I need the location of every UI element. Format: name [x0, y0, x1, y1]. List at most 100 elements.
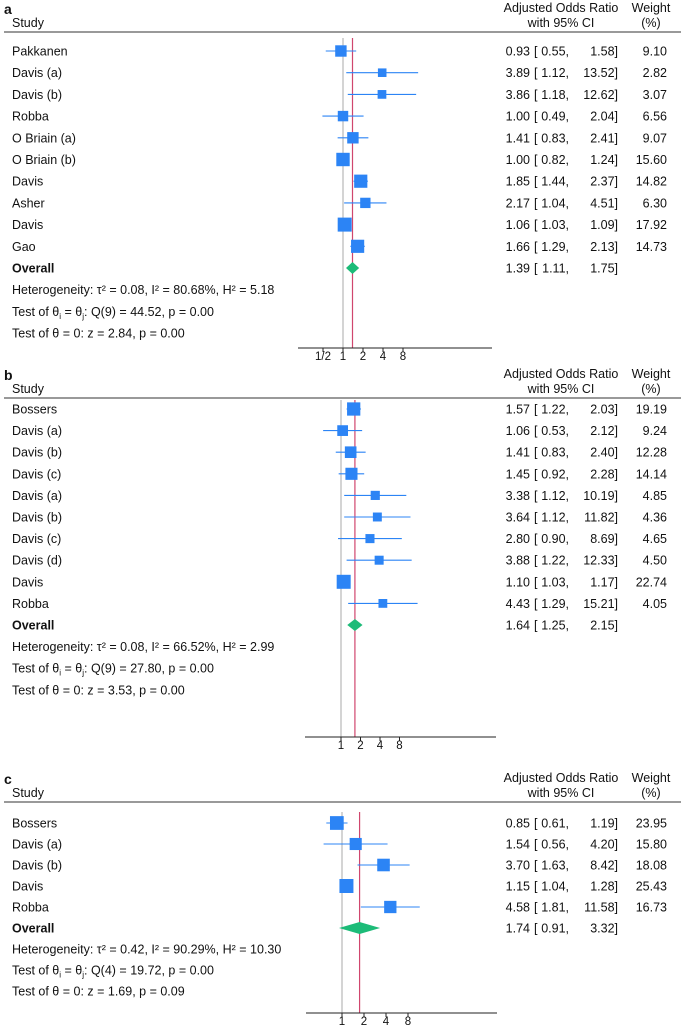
panel-a-study-6-estimate: 1.85	[506, 175, 530, 189]
panel-a-study-9-estimate: 1.66	[506, 240, 530, 254]
panel-a-study-5-estimate: 1.00	[506, 153, 530, 167]
panel-a-study-2-name: Davis (b)	[12, 88, 62, 102]
panel-b-study-5-upper: 11.82]	[584, 511, 618, 525]
panel-b-study-8-lower: 1.03,	[541, 575, 569, 589]
panel-c-x-tick-label-0: 1	[339, 1016, 345, 1027]
panel-c-test-theta0: Test of θ = 0: z = 1.69, p = 0.09	[12, 985, 185, 999]
panel-b-heterogeneity: Heterogeneity: τ² = 0.08, I² = 66.52%, H…	[12, 640, 274, 654]
panel-b-study-1-weight: 9.24	[643, 424, 667, 438]
panel-c-study-4-marker	[384, 900, 397, 914]
panel-b-header-weight-2: (%)	[641, 382, 660, 396]
panel-a-study-3-bracket-open: [	[534, 110, 538, 124]
panel-a-study-9-weight: 14.73	[636, 240, 667, 254]
panel-b-study-1-lower: 0.53,	[541, 424, 569, 438]
panel-b-study-8-estimate: 1.10	[506, 575, 530, 589]
panel-c-study-4-lower: 1.81,	[541, 901, 569, 915]
panel-a-study-1-weight: 2.82	[643, 66, 667, 80]
panel-b-study-1-bracket-open: [	[534, 424, 538, 438]
panel-c-overall-lower: 0.91,	[541, 922, 569, 936]
panel-b-x-tick-label-0: 1	[338, 740, 344, 752]
panel-a-overall-label: Overall	[12, 262, 54, 276]
panel-a-study-7-bracket-open: [	[534, 196, 538, 210]
panel-b-study-9-marker	[378, 599, 388, 608]
panel-c-study-0-marker	[329, 816, 344, 830]
panel-b-study-2-estimate: 1.41	[506, 446, 530, 460]
panel-b-study-7-bracket-open: [	[534, 554, 538, 568]
panel-a-study-8-marker	[337, 217, 352, 232]
panel-b-study-0-marker	[347, 402, 361, 416]
panel-a-study-8-estimate: 1.06	[506, 218, 530, 232]
panel-c-overall-estimate: 1.74	[506, 922, 530, 936]
panel-b-study-6-lower: 0.90,	[541, 532, 569, 546]
panel-c-label: c	[4, 771, 12, 787]
panel-b-study-5-bracket-open: [	[534, 511, 538, 525]
panel-a-study-7-lower: 1.04,	[541, 196, 569, 210]
panel-a-study-6-lower: 1.44,	[541, 175, 569, 189]
panel-c-study-2-weight: 18.08	[636, 859, 667, 873]
panel-b-overall-label: Overall	[12, 619, 54, 633]
panel-b-test-sub-j: j	[81, 669, 84, 678]
panel-b-study-9-estimate: 4.43	[506, 597, 530, 611]
panel-c-study-1-marker	[349, 837, 362, 851]
panel-a-study-9-name: Gao	[12, 240, 36, 254]
panel-a-test-theta-i: Test of θi = θj: Q(9) = 44.52, p = 0.00	[12, 305, 214, 321]
panel-a-study-1-lower: 1.12,	[541, 66, 569, 80]
panel-b-overall-bracket: [	[534, 619, 538, 633]
panel-a-study-6-marker	[354, 174, 368, 188]
panel-c-test-sub-i: i	[59, 971, 61, 980]
panel-b-study-7-marker	[374, 555, 384, 565]
panel-c-study-1-upper: 4.20]	[590, 838, 618, 852]
panel-c-study-1-estimate: 1.54	[506, 838, 530, 852]
panel-b-study-3-upper: 2.28]	[590, 467, 618, 481]
panel-a-study-3-name: Robba	[12, 110, 49, 124]
panel-b-header-weight-1: Weight	[632, 367, 671, 381]
panel-a-study-1-bracket-open: [	[534, 66, 538, 80]
panel-a-study-5-name: O Briain (b)	[12, 153, 76, 167]
panel-c-study-3-weight: 25.43	[636, 880, 667, 894]
panel-b-study-0-upper: 2.03]	[590, 403, 618, 417]
panel-a-study-1-upper: 13.52]	[583, 66, 618, 80]
panel-b-overall-diamond	[347, 619, 363, 631]
panel-a-study-1-estimate: 3.89	[506, 66, 530, 80]
panel-b-study-1-upper: 2.12]	[590, 424, 618, 438]
panel-a-study-3-weight: 6.56	[643, 110, 667, 124]
panel-b-study-3-name: Davis (c)	[12, 467, 61, 481]
panel-b-study-1-marker	[337, 425, 349, 436]
panel-b-study-2-lower: 0.83,	[541, 446, 569, 460]
panel-b-study-7-lower: 1.22,	[541, 554, 569, 568]
panel-a-study-2-weight: 3.07	[643, 88, 667, 102]
panel-a-study-0-upper: 1.58]	[590, 45, 618, 59]
panel-b-x-tick-label-3: 8	[396, 740, 402, 752]
panel-b-test-prefix: Test of θ	[12, 662, 59, 676]
panel-a-study-4-marker	[347, 132, 359, 144]
panel-b-study-0-lower: 1.22,	[541, 403, 569, 417]
panel-b-study-6-name: Davis (c)	[12, 532, 61, 546]
panel-b-study-6-estimate: 2.80	[506, 532, 530, 546]
panel-b-study-4-lower: 1.12,	[541, 489, 569, 503]
panel-a-test-suffix: : Q(9) = 44.52, p = 0.00	[84, 305, 214, 319]
panel-c-test-mid: = θ	[61, 964, 82, 978]
panel-a-study-9-lower: 1.29,	[541, 240, 569, 254]
panel-c-header-weight-2: (%)	[641, 786, 660, 800]
panel-a-study-6-weight: 14.82	[636, 175, 667, 189]
panel-b-x-tick-label-1: 2	[357, 740, 363, 752]
panel-a-study-2-upper: 12.62]	[583, 88, 618, 102]
panel-b-study-0-bracket-open: [	[534, 403, 538, 417]
panel-b-header-effect-2: with 95% CI	[527, 382, 595, 396]
panel-a-study-1-marker	[377, 68, 387, 77]
panel-a-overall-diamond	[346, 262, 360, 274]
panel-b-study-8-name: Davis	[12, 575, 43, 589]
panel-c-study-3-upper: 1.28]	[590, 880, 618, 894]
panel-c-overall-bracket: [	[534, 922, 538, 936]
panel-a-study-5-weight: 15.60	[636, 153, 667, 167]
panel-a-x-tick-label-3: 4	[380, 351, 387, 363]
panel-b-study-5-name: Davis (b)	[12, 511, 62, 525]
panel-c-heterogeneity: Heterogeneity: τ² = 0.42, I² = 90.29%, H…	[12, 943, 281, 957]
panel-b-test-suffix: : Q(9) = 27.80, p = 0.00	[84, 662, 214, 676]
panel-a-study-5-marker	[336, 152, 350, 167]
panel-c-test-sub-j: j	[81, 971, 84, 980]
panel-a-test-sub-i: i	[59, 312, 61, 321]
panel-a-overall-upper: 1.75]	[590, 262, 618, 276]
panel-c-study-2-estimate: 3.70	[506, 859, 530, 873]
